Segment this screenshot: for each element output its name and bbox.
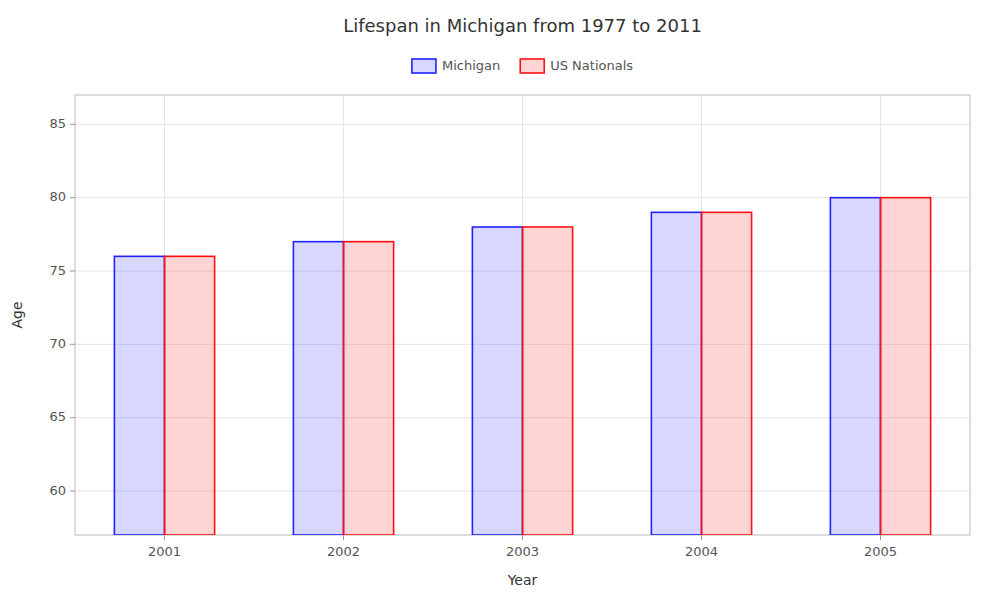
x-tick-label: 2005 (864, 544, 897, 559)
x-tick-label: 2002 (327, 544, 360, 559)
bars (114, 198, 930, 535)
y-tick (70, 197, 75, 198)
y-tick-label: 80 (49, 189, 66, 204)
bar (472, 227, 522, 535)
title: Lifespan in Michigan from 1977 to 2011 (343, 15, 702, 36)
legend-label: Michigan (442, 58, 500, 73)
y-axis: 60 65 70 75 80 85 (49, 116, 75, 498)
bar (293, 242, 343, 535)
x-axis: 2001 2002 2003 2004 2005 (148, 535, 897, 559)
bar (114, 256, 164, 535)
legend-swatch (520, 59, 544, 73)
x-tick-label: 2001 (148, 544, 181, 559)
y-tick (70, 271, 75, 272)
x-tick (164, 535, 165, 540)
y-tick-label: 85 (49, 116, 66, 131)
y-tick (70, 344, 75, 345)
x-tick-label: 2004 (685, 544, 718, 559)
x-tick (343, 535, 344, 540)
bar (881, 198, 931, 535)
legend-label: US Nationals (550, 58, 633, 73)
x-tick (522, 535, 523, 540)
y-tick-label: 75 (49, 263, 66, 278)
y-tick (70, 491, 75, 492)
y-axis-label: Age (9, 301, 25, 328)
bar (702, 212, 752, 535)
x-axis-label: Year (507, 572, 538, 588)
bar (830, 198, 880, 535)
y-tick (70, 124, 75, 125)
chart-svg: 60 65 70 75 80 85 2001 2002 2003 2004 2005 Year Age L… (0, 0, 1000, 600)
y-tick-label: 70 (49, 336, 66, 351)
legend: Michigan US Nationals (412, 58, 633, 74)
x-tick-label: 2003 (506, 544, 539, 559)
bar (523, 227, 573, 535)
x-tick (880, 535, 881, 540)
chart-container: 60 65 70 75 80 85 2001 2002 2003 2004 2005 Year Age L… (0, 0, 1000, 600)
legend-swatch (412, 59, 436, 73)
y-tick (70, 417, 75, 418)
y-tick-label: 60 (49, 483, 66, 498)
y-tick-label: 65 (49, 409, 66, 424)
x-tick (701, 535, 702, 540)
bar (344, 242, 394, 535)
grid (75, 95, 970, 535)
bar (651, 212, 701, 535)
bar (165, 256, 215, 535)
plot-frame (75, 95, 970, 535)
